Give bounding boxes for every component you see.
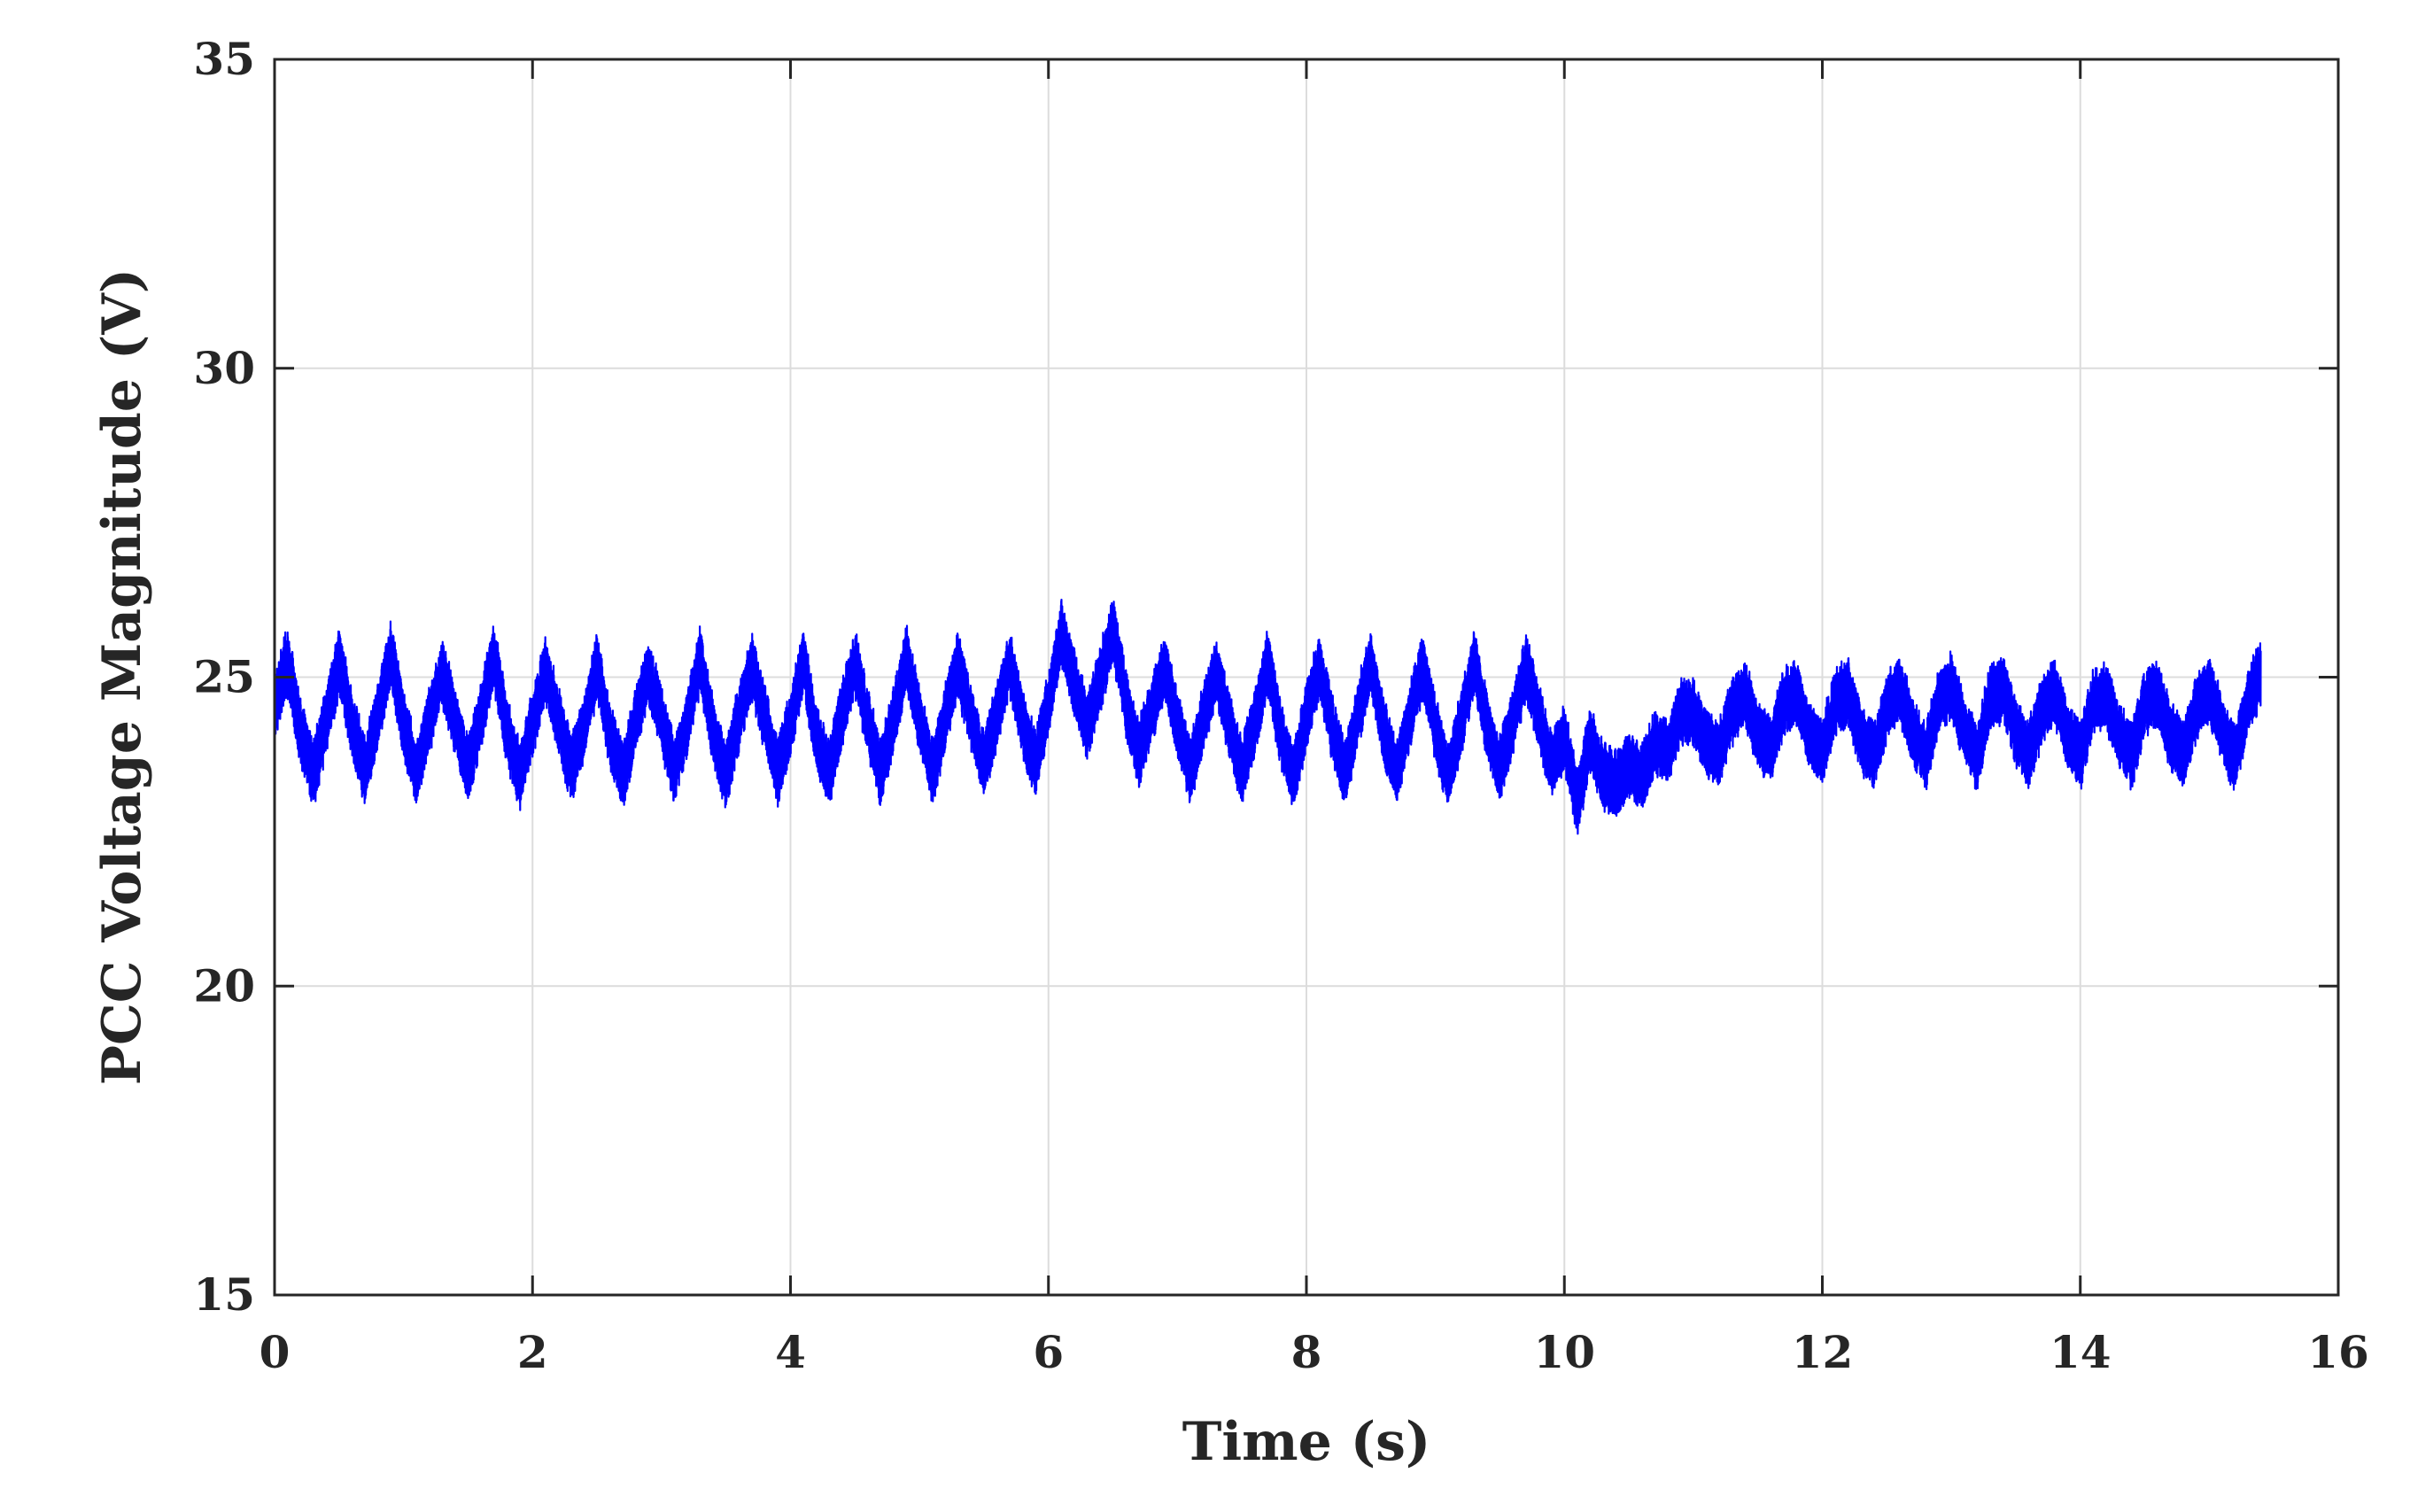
x-tick-label: 14 [2050,1326,2112,1378]
x-tick-label: 0 [260,1326,291,1378]
y-axis-label: PCC Voltage Magnitude (V) [91,268,153,1085]
y-tick-label: 20 [193,959,255,1012]
x-tick-label: 10 [1533,1326,1595,1378]
x-tick-label: 8 [1291,1326,1322,1378]
y-tick-label: 15 [193,1268,255,1321]
y-tick-labels: 15 20 25 30 35 [193,33,255,1321]
y-tick-label: 30 [193,342,255,394]
x-tick-label: 16 [2307,1326,2369,1378]
y-tick-label: 35 [193,33,255,85]
x-tick-label: 6 [1033,1326,1064,1378]
x-tick-label: 4 [775,1326,806,1378]
x-tick-label: 12 [1792,1326,1854,1378]
y-tick-label: 25 [193,651,255,703]
tick-marks [273,58,2340,1297]
series-line-pcc-voltage [273,598,2262,835]
series-layer [273,598,2262,835]
x-tick-label: 2 [517,1326,548,1378]
x-axis-label: Time (s) [1182,1411,1431,1473]
x-tick-labels: 0 2 4 6 8 10 12 14 16 [260,1326,2369,1378]
